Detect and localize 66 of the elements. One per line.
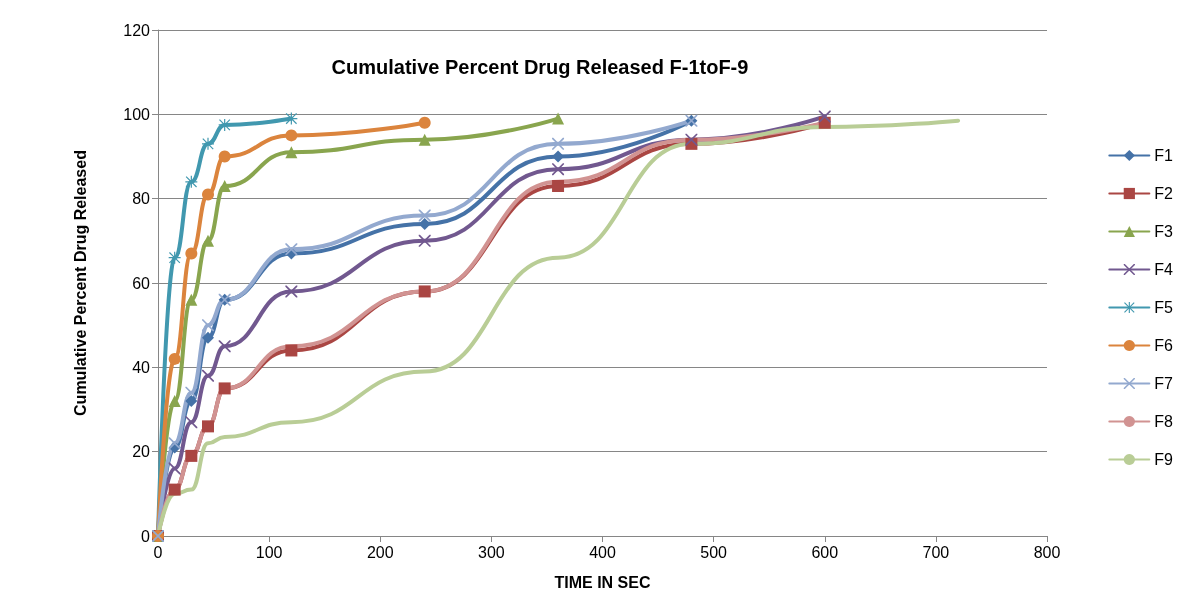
- legend-label: F4: [1154, 261, 1174, 278]
- x-tick-label: 400: [589, 543, 616, 561]
- point: [202, 331, 215, 344]
- point: [202, 188, 215, 201]
- point: [552, 180, 565, 193]
- point: [218, 180, 231, 193]
- x-tick-label: 200: [366, 543, 394, 561]
- x-tick-label: 600: [811, 543, 839, 561]
- point: [168, 483, 181, 496]
- point: [168, 437, 181, 450]
- point: [185, 416, 198, 429]
- y-tick-label: 20: [132, 443, 151, 461]
- point: [202, 420, 215, 433]
- x-tick-label: 500: [700, 543, 728, 561]
- legend-label: F5: [1154, 299, 1174, 316]
- point: [168, 352, 181, 365]
- point: [552, 163, 565, 176]
- point: [418, 209, 431, 222]
- y-tick-label: 100: [123, 105, 151, 123]
- legend-label: F2: [1154, 185, 1174, 202]
- legend-label: F8: [1154, 413, 1174, 430]
- point: [285, 285, 298, 298]
- y-tick-label: 80: [132, 190, 151, 208]
- point: [418, 234, 431, 247]
- x-tick-label: 0: [153, 543, 163, 561]
- legend-label: F3: [1154, 223, 1174, 240]
- y-tick-label: 120: [123, 21, 151, 39]
- point: [685, 133, 698, 146]
- legend-label: F1: [1154, 147, 1174, 164]
- x-tick-label: 800: [1033, 543, 1061, 561]
- x-axis-title: TIME IN SEC: [554, 573, 651, 591]
- point: [218, 150, 231, 163]
- legend-label: F7: [1154, 375, 1174, 392]
- point: [418, 133, 431, 146]
- point: [285, 146, 298, 159]
- point: [185, 247, 198, 260]
- legend-label: F6: [1154, 337, 1174, 354]
- point: [185, 449, 198, 462]
- point: [418, 285, 431, 298]
- point: [285, 243, 298, 256]
- point: [202, 319, 215, 332]
- point: [552, 137, 565, 150]
- x-tick-label: 700: [922, 543, 950, 561]
- point: [202, 137, 215, 150]
- point: [285, 344, 298, 357]
- y-tick-label: 40: [132, 358, 151, 376]
- point: [202, 234, 215, 247]
- point: [285, 129, 298, 142]
- point: [168, 462, 181, 475]
- y-axis-title: Cumulative Percent Drug Released: [71, 150, 89, 416]
- y-tick-label: 60: [132, 274, 151, 292]
- point: [818, 110, 831, 123]
- point: [168, 395, 181, 408]
- point: [418, 116, 431, 129]
- x-tick-label: 300: [478, 543, 505, 561]
- legend-label: F9: [1154, 451, 1174, 468]
- point: [552, 112, 565, 125]
- point: [185, 293, 198, 306]
- x-tick-label: 100: [255, 543, 283, 561]
- point: [218, 382, 231, 395]
- point: [218, 118, 231, 131]
- point: [218, 340, 231, 353]
- y-tick-label: 0: [141, 527, 151, 545]
- point: [185, 395, 198, 408]
- point: [185, 386, 198, 399]
- text: Cumulative Percent Drug Released F-1toF-9: [331, 56, 749, 78]
